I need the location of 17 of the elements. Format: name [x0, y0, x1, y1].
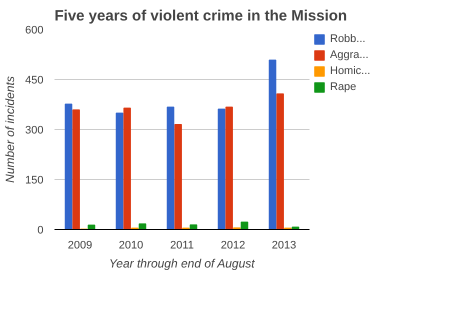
legend-label: Homic... [330, 65, 370, 77]
x-tick-label: 2013 [272, 240, 296, 252]
y-tick-label: 450 [25, 74, 44, 86]
legend-label: Rape [330, 81, 356, 93]
y-tick-label: 300 [25, 124, 44, 136]
legend-label: Aggra... [330, 49, 369, 61]
y-axis-title: Number of incidents [3, 76, 18, 183]
legend-label: Robb... [330, 33, 366, 45]
y-tick-label: 0 [37, 224, 44, 236]
x-tick-label: 2012 [220, 240, 246, 252]
x-tick-label: 2009 [68, 240, 92, 252]
y-tick-label: 600 [25, 24, 44, 36]
x-tick-label: 2010 [118, 240, 144, 252]
x-tick-label: 2011 [170, 240, 194, 252]
chart-title: Five years of violent crime in the Mission [54, 8, 348, 24]
y-tick-label: 150 [25, 174, 44, 186]
x-axis-title: Year through end of August [108, 256, 256, 270]
